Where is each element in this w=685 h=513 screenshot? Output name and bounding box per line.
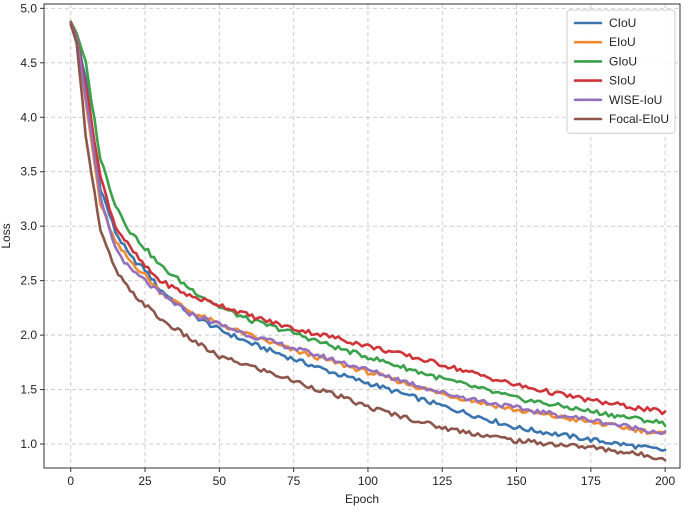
x-tick-label-5: 125 [432, 474, 452, 488]
series-line-siou [69, 21, 667, 416]
y-tick-label-3: 2.5 [20, 274, 37, 288]
x-tick-label-6: 150 [507, 474, 527, 488]
y-tick-label-4: 3.0 [20, 219, 37, 233]
y-axis-label: Loss [0, 223, 13, 248]
legend-label-wise-iou: WISE-IoU [609, 93, 662, 107]
x-tick-label-3: 75 [287, 474, 301, 488]
series-line-wise-iou [69, 22, 667, 436]
series-line-giou [69, 20, 667, 428]
x-axis-label: Epoch [345, 492, 379, 506]
legend-label-ciou: CIoU [609, 16, 636, 30]
legend-label-giou: GIoU [609, 54, 637, 68]
y-tick-label-0: 1.0 [20, 437, 37, 451]
x-tick-label-0: 0 [67, 474, 74, 488]
series-layer [69, 20, 667, 462]
series-line-focal-eiou [69, 23, 667, 462]
axis-layer: 0 25 50 75 100 125 150 175 200 1.0 1.5 2.0 2.5 3.0 3.5… [0, 1, 675, 506]
x-tick-label-8: 200 [655, 474, 675, 488]
legend-label-eiou: EIoU [609, 35, 636, 49]
legend-label-siou: SIoU [609, 74, 636, 88]
y-tick-label-5: 3.5 [20, 165, 37, 179]
y-tick-label-2: 2.0 [20, 328, 37, 342]
x-tick-label-1: 25 [138, 474, 152, 488]
x-tick-label-2: 50 [213, 474, 227, 488]
x-tick-label-7: 175 [581, 474, 601, 488]
x-tick-label-4: 100 [358, 474, 378, 488]
legend-label-focal-eiou: Focal-EIoU [609, 112, 669, 126]
legend: CIoU EIoU GIoU SIoU WISE-IoU Focal-EIoU [566, 9, 676, 134]
legend-box [566, 9, 676, 134]
y-tick-label-8: 5.0 [20, 1, 37, 15]
y-tick-label-7: 4.5 [20, 56, 37, 70]
y-tick-label-1: 1.5 [20, 383, 37, 397]
y-tick-label-6: 4.0 [20, 110, 37, 124]
plot-frame [43, 3, 681, 469]
